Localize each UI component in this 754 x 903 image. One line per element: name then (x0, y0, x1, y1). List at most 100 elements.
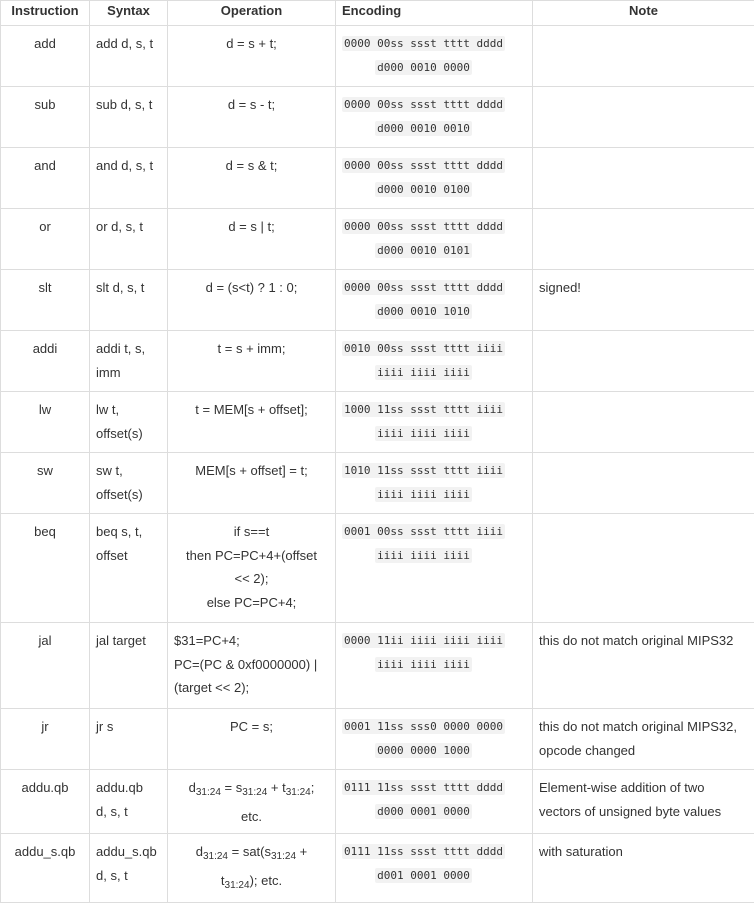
operation-cell: d31:24 = s31:24 + t31:24;etc. (168, 770, 336, 834)
operation-line: (target << 2); (174, 680, 249, 695)
operation-text: ; (311, 780, 315, 795)
note-cell (533, 26, 754, 87)
note-cell (533, 514, 754, 623)
instruction-cell: and (1, 148, 90, 209)
header-syntax: Syntax (90, 1, 168, 26)
encoding-line: d000 0001 0000 (375, 804, 472, 819)
instruction-cell: beq (1, 514, 90, 623)
encoding-line: 0010 00ss ssst tttt iiii (342, 341, 505, 356)
note-cell: with saturation (533, 834, 754, 903)
instruction-cell: addi (1, 331, 90, 392)
header-row: Instruction Syntax Operation Encoding No… (1, 1, 754, 26)
instruction-cell: lw (1, 392, 90, 453)
syntax-line: d, s, t (96, 868, 128, 883)
operation-text: ); etc. (250, 873, 283, 888)
encoding-cell: 0000 00ss ssst tttt dddd d000 0010 0100 (336, 148, 533, 209)
syntax-line: or d, s, t (96, 219, 143, 234)
syntax-line: addi t, s, (96, 341, 145, 356)
encoding-line: 0000 00ss ssst tttt dddd (342, 219, 505, 234)
syntax-cell: or d, s, t (90, 209, 168, 270)
syntax-line: jal target (96, 633, 146, 648)
operation-line: then PC=PC+4+(offset (186, 548, 317, 563)
operation-line: d = s - t; (228, 97, 275, 112)
encoding-code: 0111 11ss ssst tttt dddd d001 0001 0000 (342, 840, 505, 887)
encoding-line: 0000 00ss ssst tttt dddd (342, 158, 505, 173)
header-instruction: Instruction (1, 1, 90, 26)
instruction-cell: add (1, 26, 90, 87)
operation-cell: d31:24 = sat(s31:24 +t31:24); etc. (168, 834, 336, 903)
note-cell (533, 87, 754, 148)
operation-line: d = s + t; (226, 36, 277, 51)
note-cell: this do not match original MIPS32 (533, 623, 754, 709)
encoding-line: 0000 00ss ssst tttt dddd (342, 280, 505, 295)
syntax-line: d, s, t (96, 804, 128, 819)
operation-cell: d = s & t; (168, 148, 336, 209)
encoding-code: 0000 00ss ssst tttt dddd d000 0010 0010 (342, 93, 505, 140)
syntax-line: sw t, (96, 463, 123, 478)
operation-line: t = s + imm; (218, 341, 286, 356)
operation-line: MEM[s + offset] = t; (195, 463, 307, 478)
subscript: 31:24 (225, 880, 250, 891)
operation-cell: d = s + t; (168, 26, 336, 87)
syntax-line: beq s, t, (96, 524, 142, 539)
subscript: 31:24 (196, 787, 221, 798)
syntax-cell: addu_s.qb d, s, t (90, 834, 168, 903)
encoding-cell: 0111 11ss ssst tttt dddd d001 0001 0000 (336, 834, 533, 903)
syntax-line: offset (96, 548, 128, 563)
syntax-line: offset(s) (96, 487, 143, 502)
subscript: 31:24 (203, 851, 228, 862)
operation-line: if s==t (234, 524, 269, 539)
syntax-line: and d, s, t (96, 158, 153, 173)
syntax-cell: and d, s, t (90, 148, 168, 209)
syntax-cell: sub d, s, t (90, 87, 168, 148)
encoding-line: d000 0010 0000 (375, 60, 472, 75)
encoding-line: d001 0001 0000 (375, 868, 472, 883)
syntax-cell: lw t,offset(s) (90, 392, 168, 453)
instruction-cell: jal (1, 623, 90, 709)
header-encoding: Encoding (336, 1, 533, 26)
encoding-code: 0111 11ss ssst tttt dddd d000 0001 0000 (342, 776, 505, 823)
operation-line: t = MEM[s + offset]; (195, 402, 307, 417)
syntax-line: sub d, s, t (96, 97, 152, 112)
encoding-line: 0001 00ss ssst tttt iiii (342, 524, 505, 539)
syntax-line: offset(s) (96, 426, 143, 441)
syntax-line: addu.qb (96, 780, 143, 795)
header-operation: Operation (168, 1, 336, 26)
instruction-cell: or (1, 209, 90, 270)
encoding-line: 0111 11ss ssst tttt dddd (342, 844, 505, 859)
encoding-line: d000 0010 0010 (375, 121, 472, 136)
syntax-line: addu_s.qb (96, 844, 157, 859)
encoding-line: 0111 11ss ssst tttt dddd (342, 780, 505, 795)
operation-cell: d = s | t; (168, 209, 336, 270)
operation-cell: t = s + imm; (168, 331, 336, 392)
syntax-line: slt d, s, t (96, 280, 144, 295)
encoding-line: d000 0010 0100 (375, 182, 472, 197)
encoding-line: 0000 00ss ssst tttt dddd (342, 97, 505, 112)
syntax-cell: add d, s, t (90, 26, 168, 87)
encoding-line: 1000 11ss ssst tttt iiii (342, 402, 505, 417)
operation-text: + (296, 844, 307, 859)
operation-cell: t = MEM[s + offset]; (168, 392, 336, 453)
note-cell (533, 392, 754, 453)
note-cell (533, 209, 754, 270)
header-note: Note (533, 1, 754, 26)
instruction-cell: slt (1, 270, 90, 331)
operation-text: = s (221, 780, 242, 795)
instruction-cell: sub (1, 87, 90, 148)
syntax-cell: jal target (90, 623, 168, 709)
